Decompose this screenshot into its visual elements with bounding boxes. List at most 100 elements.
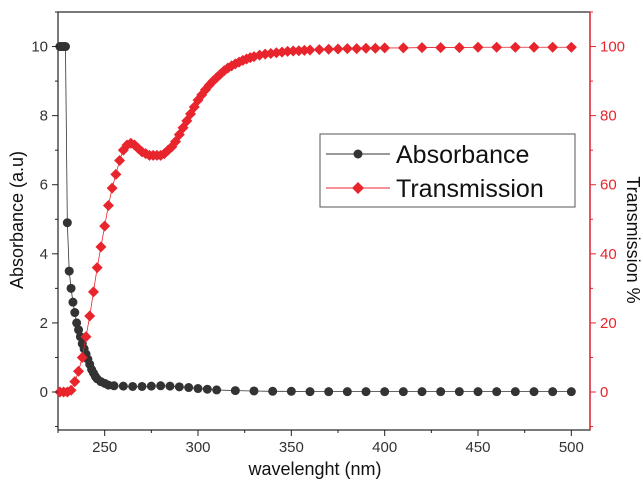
transmission-point — [91, 262, 103, 274]
y2-tick-label: 60 — [600, 177, 617, 194]
absorbance-point — [128, 381, 138, 391]
absorbance-point — [66, 283, 76, 293]
transmission-point — [106, 182, 118, 194]
transmission-point — [110, 168, 122, 180]
absorbance-point — [473, 387, 483, 397]
absorbance-point — [137, 381, 147, 391]
plot-frame — [57, 11, 591, 431]
absorbance-point — [510, 387, 520, 397]
transmission-point — [341, 43, 353, 55]
transmission-point — [87, 286, 99, 298]
transmission-point — [360, 42, 372, 54]
transmission-point — [99, 220, 111, 232]
absorbance-point — [62, 218, 72, 228]
transmission-point — [102, 199, 114, 211]
absorbance-point — [146, 381, 156, 391]
absorbance-point — [70, 308, 80, 318]
transmission-point — [73, 365, 85, 377]
absorbance-point — [305, 387, 315, 397]
absorbance-point — [165, 381, 175, 391]
y-tick-label: 8 — [40, 108, 48, 125]
y2-tick-label: 80 — [600, 108, 617, 125]
absorbance-point — [184, 383, 194, 393]
absorbance-line — [59, 46, 572, 393]
absorbance-point — [64, 266, 74, 276]
x-tick-label: 500 — [559, 439, 584, 456]
y-tick-label: 4 — [40, 246, 48, 263]
absorbance-point — [72, 318, 82, 328]
y2-axis-title: Transmission % — [623, 176, 643, 303]
x-tick-label: 300 — [185, 439, 210, 456]
transmission-point — [76, 351, 88, 363]
transmission-point — [528, 41, 540, 53]
transmission-point — [472, 41, 484, 53]
transmission-point — [379, 42, 391, 54]
x-tick-label: 450 — [465, 439, 490, 456]
absorbance-point — [268, 386, 278, 396]
absorbance-point — [118, 381, 128, 391]
absorbance-point — [68, 297, 78, 307]
legend: Absorbance Transmission — [319, 133, 576, 208]
absorbance-point — [529, 387, 539, 397]
transmission-point — [287, 45, 299, 57]
transmission-point — [69, 376, 81, 388]
absorbance-point — [202, 384, 212, 394]
absorbance-point — [156, 381, 166, 391]
absorbance-point — [230, 386, 240, 396]
x-tick-label: 400 — [372, 439, 397, 456]
x-tick-label: 250 — [92, 439, 117, 456]
absorbance-point — [566, 387, 576, 397]
transmission-point — [397, 42, 409, 54]
absorbance-point — [436, 387, 446, 397]
legend-absorbance-marker — [353, 149, 363, 159]
y2-tick-label: 0 — [600, 384, 608, 401]
y-tick-label: 6 — [40, 177, 48, 194]
absorbance-point — [454, 387, 464, 397]
absorbance-point — [342, 387, 352, 397]
transmission-point — [416, 42, 428, 54]
absorbance-point — [212, 385, 222, 395]
y2-tick-label: 40 — [600, 246, 617, 263]
x-axis-title: wavelenght (nm) — [247, 459, 381, 479]
absorbance-point — [361, 387, 371, 397]
transmission-point — [332, 43, 344, 55]
absorbance-point — [249, 386, 259, 396]
transmission-point — [95, 241, 107, 253]
transmission-point — [565, 41, 577, 53]
series-layer — [54, 41, 577, 398]
absorbance-point — [324, 387, 334, 397]
transmission-point — [313, 44, 325, 56]
absorbance-point — [60, 42, 70, 52]
legend-transmission-label: Transmission — [396, 175, 544, 203]
legend-box — [319, 133, 576, 208]
transmission-point — [435, 42, 447, 54]
y-tick-label: 2 — [40, 315, 48, 332]
transmission-point — [351, 43, 363, 55]
absorbance-point — [398, 387, 408, 397]
transmission-point — [65, 384, 77, 396]
transmission-point — [323, 43, 335, 55]
absorbance-point — [75, 332, 85, 342]
absorbance-point — [109, 381, 119, 391]
x-tick-label: 350 — [279, 439, 304, 456]
absorbance-point — [548, 387, 558, 397]
transmission-point — [491, 41, 503, 53]
absorbance-point — [174, 382, 184, 392]
y2-tick-label: 20 — [600, 315, 617, 332]
transmission-point — [304, 44, 316, 56]
transmission-point — [453, 42, 465, 54]
transmission-point — [509, 41, 521, 53]
absorbance-point — [492, 387, 502, 397]
y2-tick-label: 100 — [600, 39, 625, 56]
legend-transmission-marker — [352, 182, 364, 194]
absorbance-point — [193, 384, 203, 394]
transmission-point — [114, 155, 126, 167]
y-tick-label: 10 — [31, 39, 48, 56]
transmission-point — [84, 310, 96, 322]
y-tick-label: 0 — [40, 384, 48, 401]
transmission-line — [59, 46, 572, 393]
absorbance-point — [417, 387, 427, 397]
